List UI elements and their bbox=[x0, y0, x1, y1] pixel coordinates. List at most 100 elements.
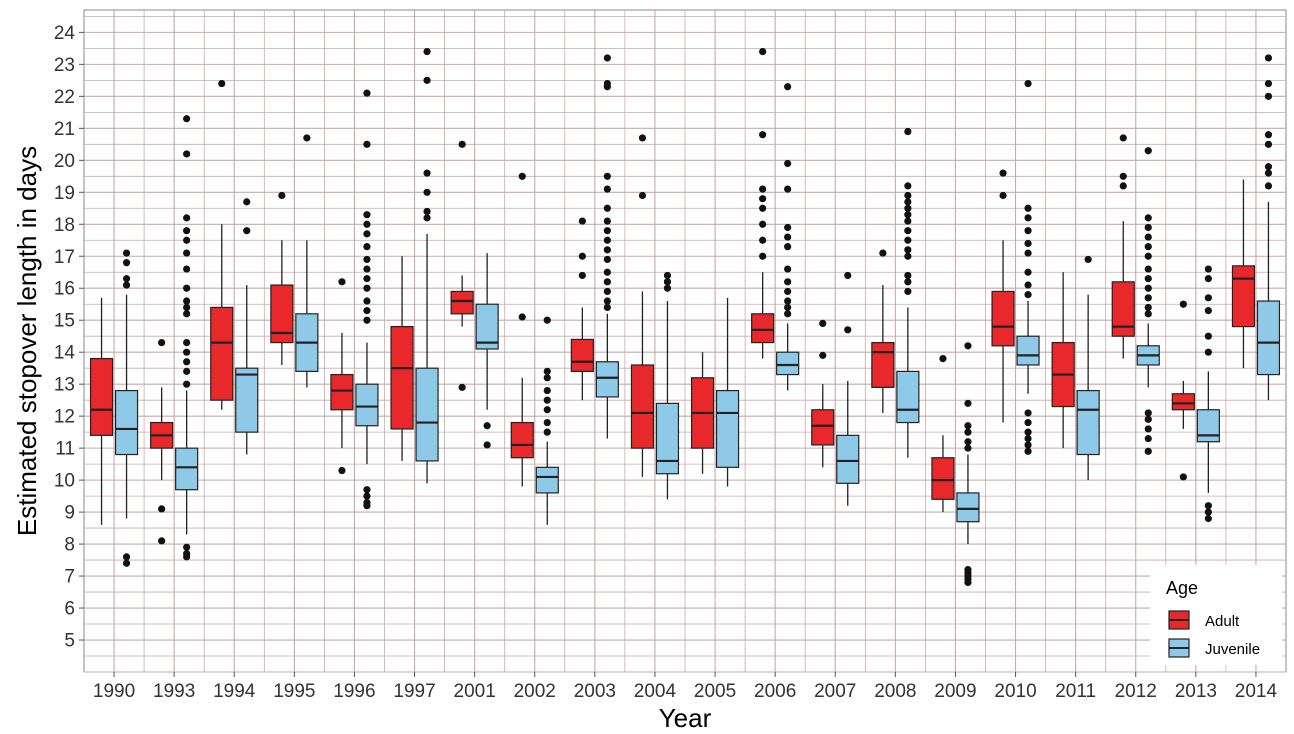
outlier-point bbox=[183, 150, 191, 158]
x-tick-label: 2013 bbox=[1175, 681, 1217, 702]
x-tick-label: 2009 bbox=[934, 681, 976, 702]
y-tick-label: 16 bbox=[54, 279, 75, 300]
outlier-point bbox=[759, 131, 767, 139]
outlier-point bbox=[243, 227, 251, 235]
outlier-point bbox=[964, 428, 972, 436]
outlier-point bbox=[363, 211, 371, 219]
box-iqr bbox=[450, 290, 474, 315]
box-juvenile-1997 bbox=[415, 47, 439, 484]
outlier-point bbox=[363, 220, 371, 228]
box-iqr bbox=[655, 402, 680, 475]
x-tick-label: 1993 bbox=[153, 681, 195, 702]
outlier-point bbox=[1024, 281, 1032, 289]
outlier-point bbox=[158, 537, 166, 545]
outlier-point bbox=[483, 441, 491, 449]
outlier-point bbox=[904, 246, 912, 254]
outlier-point bbox=[603, 287, 611, 296]
outlier-point bbox=[578, 217, 586, 225]
outlier-point bbox=[784, 233, 792, 241]
box-adult-2013 bbox=[1171, 300, 1195, 481]
outlier-point bbox=[1144, 265, 1152, 273]
y-tick-label: 9 bbox=[64, 503, 75, 524]
x-tick-label: 2001 bbox=[454, 681, 496, 702]
outlier-point bbox=[638, 134, 647, 142]
outlier-point bbox=[183, 265, 191, 273]
outlier-point bbox=[518, 313, 526, 321]
box-iqr bbox=[715, 389, 740, 468]
outlier-point bbox=[183, 358, 191, 366]
outlier-point bbox=[784, 83, 792, 91]
outlier-point bbox=[1119, 172, 1127, 180]
outlier-point bbox=[904, 217, 912, 225]
box-juvenile-2005 bbox=[715, 297, 740, 487]
outlier-point bbox=[1204, 265, 1212, 273]
outlier-point bbox=[183, 553, 191, 561]
y-axis-title: Estimated stopover length in days bbox=[12, 146, 42, 536]
outlier-point bbox=[423, 47, 431, 56]
outlier-point bbox=[1024, 291, 1032, 299]
outlier-point bbox=[183, 338, 191, 347]
legend-key-adult: Adult bbox=[1168, 610, 1240, 630]
box-iqr bbox=[991, 290, 1015, 347]
outlier-point bbox=[964, 578, 972, 587]
outlier-point bbox=[784, 297, 792, 305]
outlier-point bbox=[1144, 233, 1152, 241]
outlier-point bbox=[759, 204, 767, 212]
y-tick-label: 14 bbox=[54, 343, 76, 364]
box-juvenile-2003 bbox=[595, 54, 619, 439]
outlier-point bbox=[904, 182, 912, 190]
outlier-point bbox=[1024, 409, 1032, 417]
outlier-point bbox=[964, 438, 972, 446]
outlier-point bbox=[663, 278, 672, 286]
outlier-point bbox=[603, 204, 611, 212]
y-tick-label: 15 bbox=[54, 311, 75, 332]
outlier-point bbox=[183, 236, 191, 244]
grid-lines bbox=[84, 10, 1286, 673]
outlier-point bbox=[603, 255, 611, 264]
box-iqr bbox=[270, 284, 294, 344]
outlier-point bbox=[183, 348, 191, 356]
box-juvenile-2007 bbox=[836, 271, 860, 506]
outlier-point bbox=[784, 243, 792, 251]
x-tick-label: 2003 bbox=[574, 681, 616, 702]
box-iqr bbox=[931, 457, 955, 500]
outlier-point bbox=[603, 297, 611, 305]
outlier-point bbox=[784, 310, 792, 318]
box-juvenile-1994 bbox=[235, 198, 259, 455]
outlier-point bbox=[363, 492, 371, 500]
outlier-point bbox=[603, 172, 611, 180]
outlier-point bbox=[1144, 252, 1152, 260]
y-tick-label: 12 bbox=[54, 407, 75, 428]
outlier-point bbox=[543, 406, 551, 414]
outlier-point bbox=[518, 172, 526, 180]
box-juvenile-2011 bbox=[1076, 255, 1100, 481]
outlier-point bbox=[278, 191, 286, 200]
box-iqr bbox=[1076, 389, 1100, 456]
legend-title: Age bbox=[1166, 578, 1198, 598]
outlier-point bbox=[1179, 473, 1187, 481]
box-juvenile-2006 bbox=[776, 83, 800, 391]
box-adult-2009 bbox=[931, 354, 955, 513]
y-tick-label: 20 bbox=[54, 151, 75, 172]
outlier-point bbox=[218, 79, 226, 88]
outlier-point bbox=[183, 214, 191, 222]
outlier-point bbox=[122, 259, 131, 267]
outlier-point bbox=[1144, 147, 1152, 155]
outlier-point bbox=[543, 418, 551, 427]
box-iqr bbox=[355, 383, 379, 427]
outlier-point bbox=[1024, 227, 1032, 235]
box-groups bbox=[89, 47, 1281, 587]
outlier-point bbox=[363, 307, 371, 315]
outlier-point bbox=[1144, 243, 1152, 251]
outlier-point bbox=[1144, 223, 1152, 232]
outlier-point bbox=[1024, 204, 1032, 212]
outlier-point bbox=[483, 422, 491, 430]
box-iqr bbox=[811, 409, 835, 446]
outlier-point bbox=[1144, 214, 1152, 222]
outlier-point bbox=[363, 255, 371, 264]
outlier-point bbox=[904, 204, 912, 212]
outlier-point bbox=[543, 316, 551, 324]
box-adult-1990 bbox=[89, 297, 114, 525]
outlier-point bbox=[1024, 441, 1032, 449]
outlier-point bbox=[543, 386, 551, 395]
